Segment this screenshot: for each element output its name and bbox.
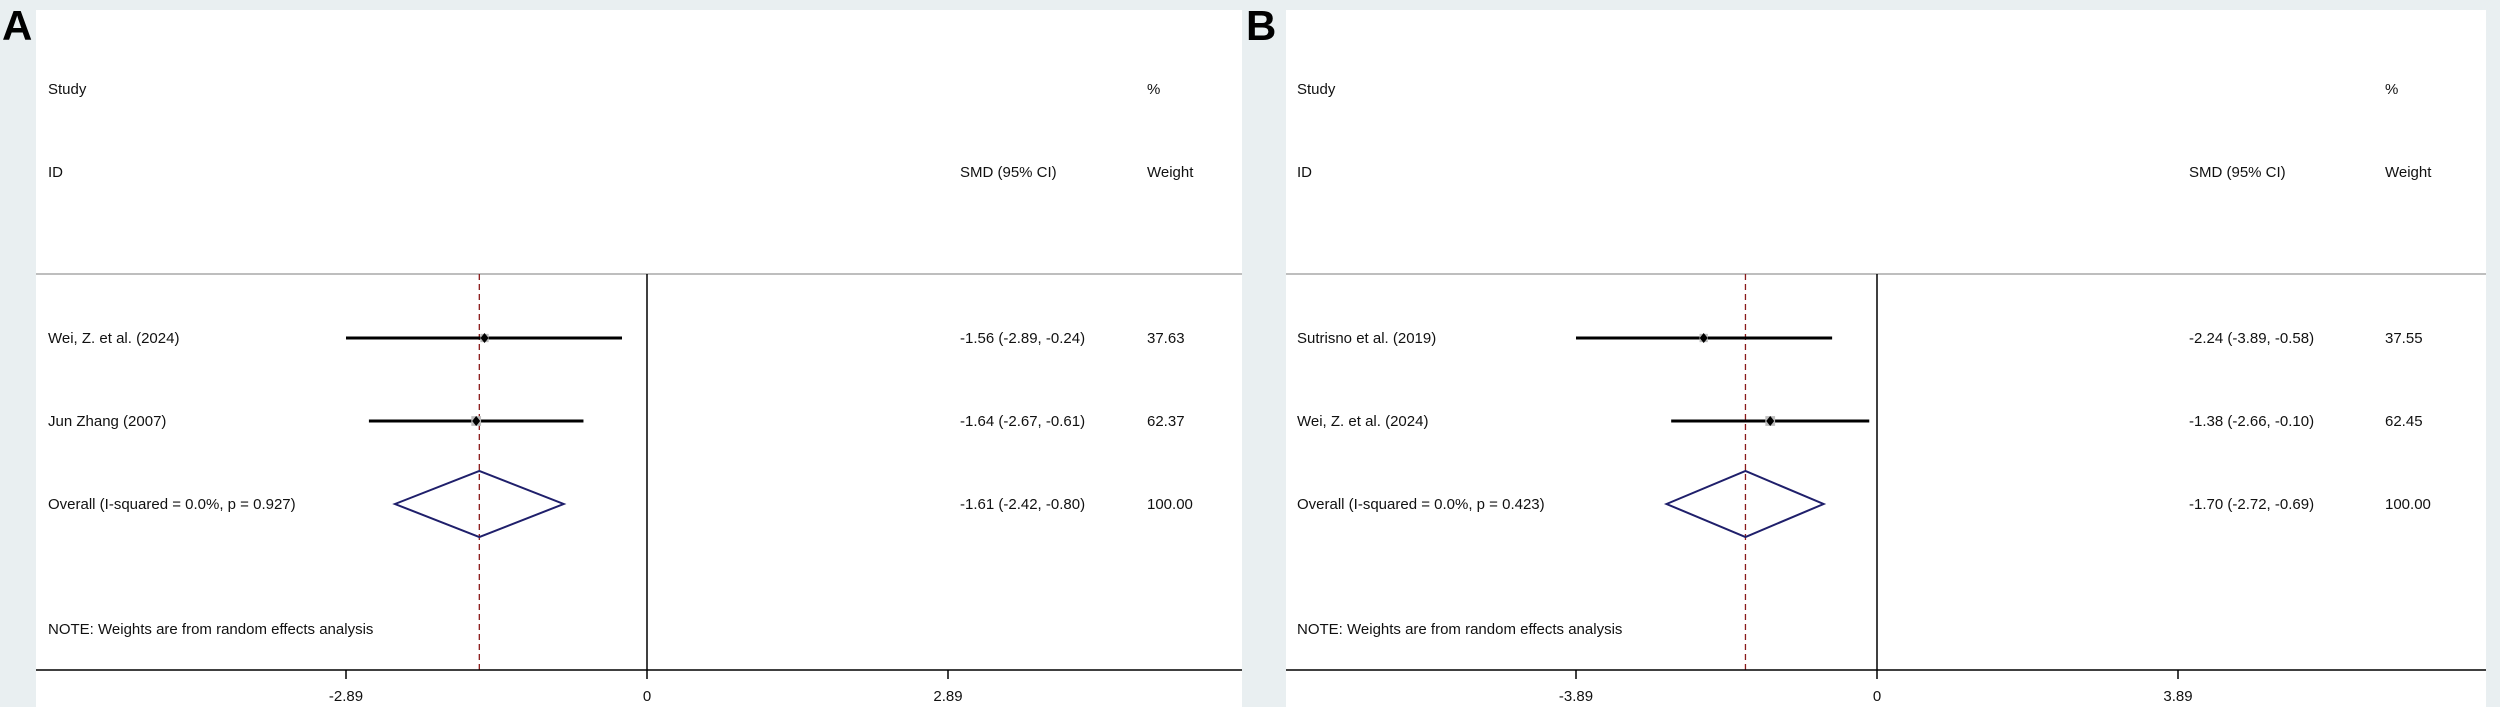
point-estimate-marker: [472, 416, 481, 426]
panel-label: A: [2, 2, 32, 49]
x-tick-label: -2.89: [329, 688, 363, 705]
header-percent: %: [1147, 81, 1160, 98]
overall-diamond: [1663, 469, 1827, 539]
overall-weight: 100.00: [1147, 496, 1193, 513]
panel-label: B: [1246, 2, 1276, 49]
overall-ci-text: -1.61 (-2.42, -0.80): [960, 496, 1085, 513]
weight-text: 37.63: [1147, 330, 1185, 347]
study-name: Sutrisno et al. (2019): [1297, 330, 1436, 347]
panel-background: [36, 10, 1242, 707]
effect-ci-text: -1.64 (-2.67, -0.61): [960, 413, 1085, 430]
effect-ci-text: -1.38 (-2.66, -0.10): [2189, 413, 2314, 430]
header-study: Study: [48, 81, 87, 98]
overall-label: Overall (I-squared = 0.0%, p = 0.423): [1297, 496, 1545, 513]
overall-diamond: [392, 469, 567, 539]
weight-text: 37.55: [2385, 330, 2423, 347]
x-tick-label: 0: [643, 688, 651, 705]
weight-text: 62.37: [1147, 413, 1185, 430]
header-study: Study: [1297, 81, 1336, 98]
header-id: ID: [1297, 164, 1312, 181]
study-name: Wei, Z. et al. (2024): [48, 330, 179, 347]
weights-note: NOTE: Weights are from random effects an…: [1297, 621, 1622, 638]
weights-note: NOTE: Weights are from random effects an…: [48, 621, 373, 638]
study-name: Wei, Z. et al. (2024): [1297, 413, 1428, 430]
x-tick-label: -3.89: [1559, 688, 1593, 705]
header-effect: SMD (95% CI): [2189, 164, 2286, 181]
panel-background: [1286, 10, 2486, 707]
effect-ci-text: -1.56 (-2.89, -0.24): [960, 330, 1085, 347]
x-tick-label: 0: [1873, 688, 1881, 705]
weight-text: 62.45: [2385, 413, 2423, 430]
header-weight: Weight: [1147, 164, 1194, 181]
point-estimate-marker: [1766, 416, 1775, 426]
x-tick-label: 2.89: [933, 688, 962, 705]
effect-ci-text: -2.24 (-3.89, -0.58): [2189, 330, 2314, 347]
header-id: ID: [48, 164, 63, 181]
point-estimate-marker: [1699, 333, 1708, 343]
overall-weight: 100.00: [2385, 496, 2431, 513]
overall-label: Overall (I-squared = 0.0%, p = 0.927): [48, 496, 296, 513]
header-effect: SMD (95% CI): [960, 164, 1057, 181]
overall-ci-text: -1.70 (-2.72, -0.69): [2189, 496, 2314, 513]
point-estimate-marker: [480, 333, 489, 343]
x-tick-label: 3.89: [2163, 688, 2192, 705]
header-percent: %: [2385, 81, 2398, 98]
study-name: Jun Zhang (2007): [48, 413, 166, 430]
header-weight: Weight: [2385, 164, 2432, 181]
